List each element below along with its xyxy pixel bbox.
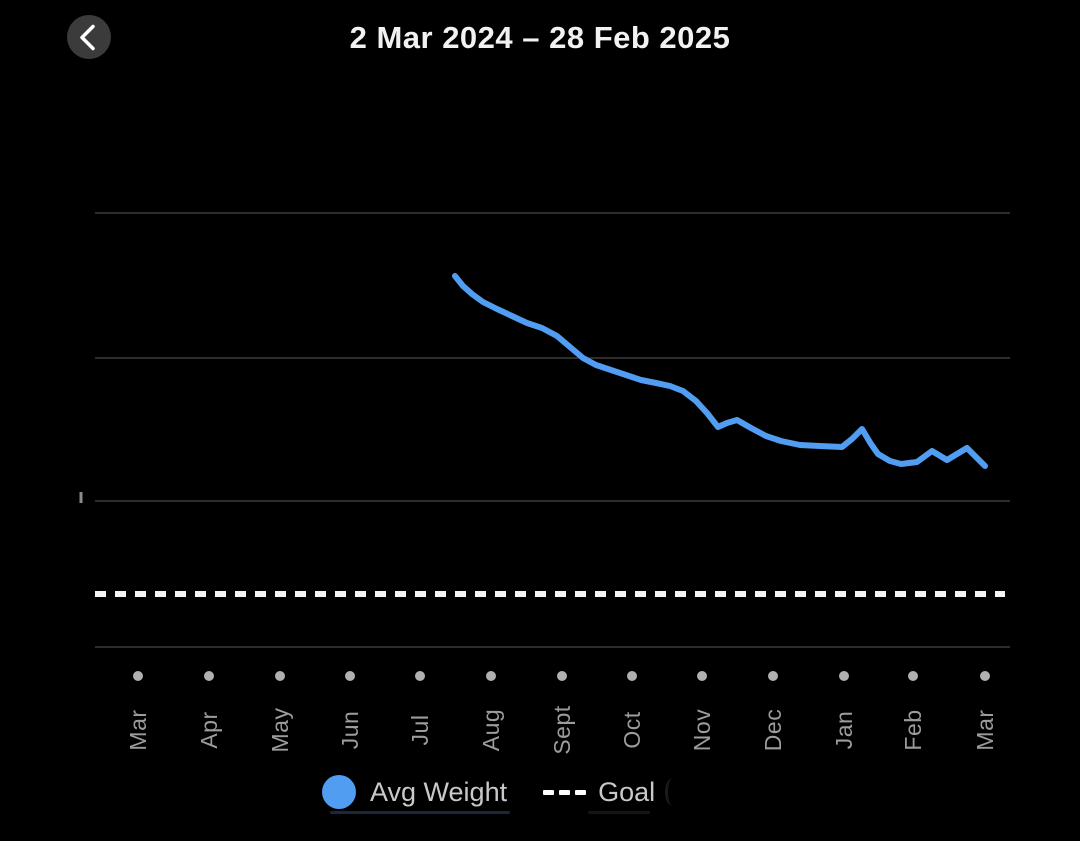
x-axis-label-mar-12: Mar — [971, 709, 998, 751]
x-axis-tick-dot — [133, 671, 143, 681]
faded-glyph — [665, 778, 680, 806]
x-axis-tick-dot — [627, 671, 637, 681]
x-axis-label-apr-1: Apr — [195, 711, 222, 749]
chevron-left-icon — [67, 15, 111, 59]
x-axis-tick-dot — [204, 671, 214, 681]
x-axis-label-oct-7: Oct — [618, 711, 645, 749]
x-axis-label-jan-10: Jan — [830, 710, 857, 750]
chart-legend: Avg Weight Goal — [322, 772, 680, 812]
x-axis-label-aug-5: Aug — [477, 708, 504, 752]
x-axis-tick-dot — [345, 671, 355, 681]
x-axis-label-sept-6: Sept — [548, 705, 575, 755]
x-axis-tick-dot — [415, 671, 425, 681]
x-axis-tick-dot — [275, 671, 285, 681]
x-axis-tick-dot — [908, 671, 918, 681]
x-axis-label-mar-0: Mar — [124, 709, 151, 751]
x-axis-tick-dot — [839, 671, 849, 681]
avg-weight-line — [452, 273, 988, 469]
goal-dashed-line-icon — [543, 789, 587, 795]
x-axis-tick-dot — [980, 671, 990, 681]
next-panel-peek-line — [330, 811, 510, 814]
avg-weight-legend-label: Avg Weight — [370, 776, 508, 807]
x-axis-tick-dot — [768, 671, 778, 681]
x-axis-tick-dot — [557, 671, 567, 681]
x-axis-label-jun-3: Jun — [336, 710, 363, 750]
x-axis-tick-dot — [697, 671, 707, 681]
goal-legend-label: Goal — [598, 776, 656, 807]
x-axis-label-dec-9: Dec — [759, 708, 786, 752]
back-button[interactable] — [67, 15, 111, 59]
x-axis-label-feb-11: Feb — [899, 709, 926, 751]
x-axis-label-jul-4: Jul — [406, 714, 433, 746]
page-title: 2 Mar 2024 – 28 Feb 2025 — [349, 20, 731, 55]
next-panel-peek-patch — [588, 811, 650, 814]
avg-weight-legend-dot-icon — [322, 775, 356, 809]
x-axis-tick-dot — [486, 671, 496, 681]
x-axis-label-may-2: May — [266, 707, 293, 753]
x-axis-label-nov-8: Nov — [688, 708, 715, 752]
